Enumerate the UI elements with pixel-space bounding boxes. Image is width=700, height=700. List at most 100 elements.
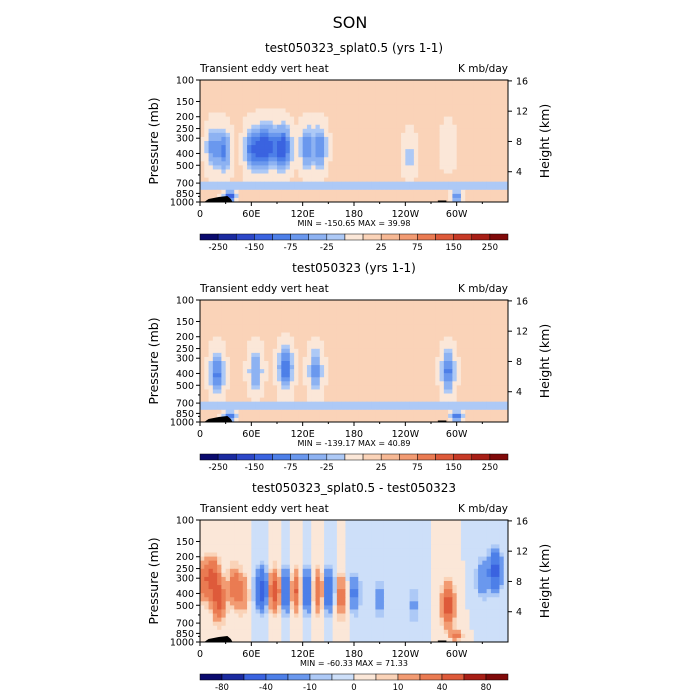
contour-cell (298, 197, 304, 202)
contour-cell (200, 100, 205, 105)
contour-cell (264, 136, 269, 142)
contour-cell (302, 104, 308, 109)
contour-cell (255, 356, 261, 362)
contour-cell (277, 169, 282, 174)
contour-cell (311, 193, 316, 199)
contour-cell (242, 304, 248, 309)
contour-cell (371, 532, 376, 537)
contour-cell (238, 377, 244, 382)
contour-cell (392, 100, 398, 105)
contour-cell (418, 136, 423, 142)
contour-cell (379, 136, 385, 142)
contour-cell (503, 153, 508, 158)
contour-cell (490, 108, 496, 113)
contour-cell (208, 332, 214, 337)
contour-cell (366, 332, 372, 337)
contour-cell (264, 524, 269, 529)
contour-cell (225, 157, 231, 162)
contour-cell (413, 393, 419, 398)
contour-cell (465, 185, 470, 191)
contour-cell (345, 332, 351, 337)
contour-cell (204, 92, 209, 97)
contour-cell (383, 88, 389, 93)
contour-cell (456, 524, 462, 529)
contour-cell (358, 120, 363, 126)
contour-cell (388, 381, 393, 386)
contour-cell (426, 84, 432, 89)
contour-cell (264, 381, 269, 386)
contour-cell (324, 92, 329, 97)
contour-cell (362, 413, 368, 419)
contour-cell (426, 532, 432, 537)
contour-cell (426, 520, 432, 525)
contour-cell (426, 100, 432, 105)
contour-cell (234, 397, 239, 403)
contour-cell (486, 112, 492, 117)
contour-cell (332, 377, 338, 382)
contour-cell (255, 385, 261, 390)
contour-cell (383, 397, 389, 403)
contour-cell (439, 300, 445, 305)
contour-cell (349, 300, 355, 305)
contour-cell (460, 361, 466, 366)
contour-cell (478, 397, 483, 403)
contour-cell (221, 132, 227, 138)
contour-cell (289, 96, 295, 101)
contour-cell (426, 385, 432, 390)
contour-cell (495, 100, 500, 105)
contour-cell (495, 377, 500, 382)
contour-cell (208, 328, 214, 333)
contour-cell (259, 153, 265, 158)
contour-cell (354, 324, 359, 329)
contour-cell (341, 88, 346, 93)
contour-cell (225, 520, 231, 525)
contour-cell (435, 393, 440, 398)
contour-cell (371, 124, 376, 130)
contour-cell (486, 185, 492, 191)
contour-cell (448, 417, 453, 422)
contour-cell (418, 108, 423, 113)
contour-cell (401, 348, 406, 354)
contour-cell (217, 369, 222, 374)
contour-cell (452, 312, 458, 317)
contour-cell (324, 88, 329, 93)
contour-cell (448, 96, 453, 101)
contour-cell (358, 169, 363, 174)
contour-cell (225, 332, 231, 337)
contour-cell (212, 324, 218, 329)
contour-cell (251, 344, 257, 350)
contour-cell (482, 312, 488, 317)
contour-cell (503, 165, 508, 170)
contour-cell (268, 369, 274, 374)
contour-cell (315, 413, 321, 419)
contour-cell (469, 377, 475, 382)
contour-cell (234, 104, 239, 109)
contour-cell (371, 88, 376, 93)
contour-cell (405, 328, 411, 333)
contour-cell (315, 169, 321, 174)
contour-cell (319, 173, 325, 178)
contour-cell (302, 132, 308, 138)
contour-cell (482, 197, 488, 202)
contour-cell (281, 136, 286, 142)
contour-cell (332, 189, 338, 195)
contour-cell (371, 336, 376, 342)
contour-cell (272, 112, 278, 117)
contour-cell (221, 373, 227, 378)
contour-cell (443, 316, 449, 321)
contour-cell (242, 336, 248, 342)
colorbar: -250 -150 -75 -25 25 75 150 250 (199, 453, 509, 473)
contour-cell (405, 141, 411, 146)
contour-cell (473, 141, 479, 146)
contour-cell (332, 356, 338, 362)
contour-cell (341, 308, 346, 313)
contour-cell (422, 332, 428, 337)
contour-cell (362, 116, 368, 122)
contour-cell (503, 532, 508, 537)
contour-cell (473, 409, 479, 415)
contour-cell (443, 393, 449, 398)
contour-cell (345, 328, 351, 333)
contour-cell (401, 377, 406, 382)
contour-cell (383, 377, 389, 382)
contour-cell (371, 112, 376, 117)
